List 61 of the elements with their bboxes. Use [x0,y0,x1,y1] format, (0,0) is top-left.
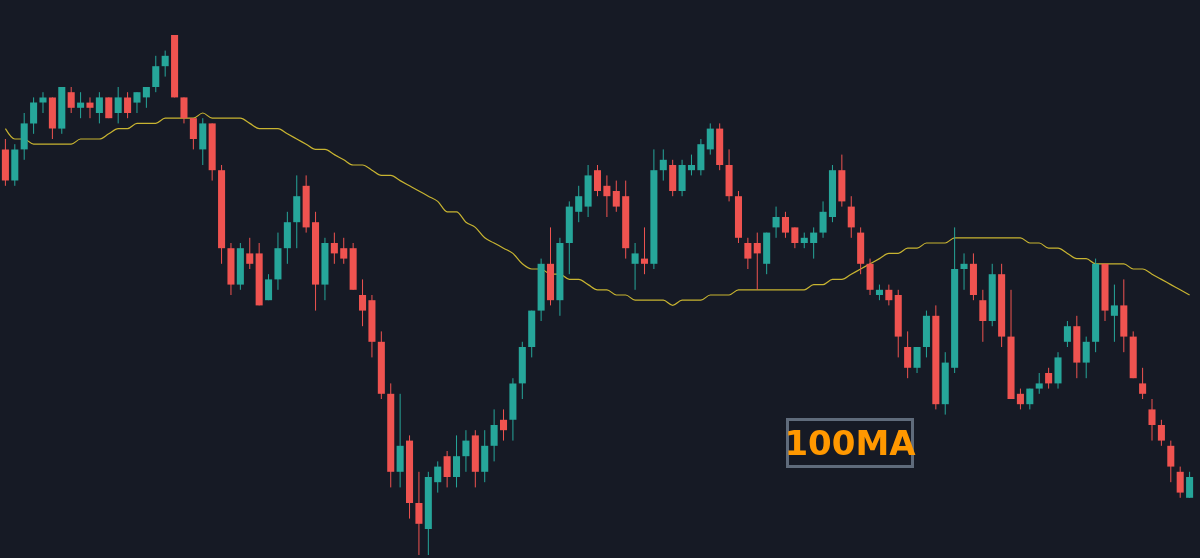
candlestick [612,180,620,213]
candlestick [434,460,442,494]
candlestick [359,278,367,327]
candlestick [1016,388,1024,410]
candlestick [152,55,160,93]
candlestick [819,200,827,239]
candlestick [593,164,602,197]
candlestick [1148,398,1156,442]
candlestick [340,237,348,265]
candlestick [1110,284,1118,343]
candlestick [490,408,498,462]
candlestick [39,91,47,114]
candlestick [847,195,855,239]
candlestick [772,206,780,239]
candlestick [781,211,789,239]
candlestick [453,434,461,488]
candlestick [659,148,667,182]
candlestick [1063,320,1071,348]
candlestick [885,284,893,306]
candlestick [1157,419,1165,447]
candlestick [687,154,696,176]
candlestick [1167,440,1175,483]
candlestick [603,174,611,218]
candlestick [706,122,714,156]
candlestick [1045,367,1053,390]
candlestick [904,330,912,379]
candlestick [979,289,987,343]
candlestick [161,50,169,78]
candlestick [246,237,254,270]
candlestick [575,185,583,223]
candlestick [77,91,85,119]
candlestick [1035,372,1043,395]
candlestick [1186,471,1194,499]
candlestick [744,237,752,270]
candlestick [189,117,197,150]
candlestick [913,346,921,374]
candlestick [114,86,122,124]
candlestick [124,91,132,119]
candlestick [1082,336,1090,379]
candlestick [499,408,508,442]
candlestick [1176,466,1184,499]
annotation: 100MA [784,418,916,468]
candlestick [265,273,273,301]
candlestick [180,96,188,124]
candlestick [631,242,639,291]
candlestick [415,471,423,556]
candlestick [791,226,799,249]
candlestick [1139,367,1147,400]
candlestick [640,226,649,275]
candlestick [462,429,470,473]
candlestick [95,91,103,124]
candlestick [86,96,94,119]
candlestick [67,86,75,114]
candlestick [443,450,451,488]
candlestick [142,86,150,109]
candlestick [330,232,338,265]
candlestick [30,96,38,135]
candlestick [960,252,968,291]
candlestick [810,226,818,260]
candlestick [133,91,141,114]
candlestick [753,232,761,291]
